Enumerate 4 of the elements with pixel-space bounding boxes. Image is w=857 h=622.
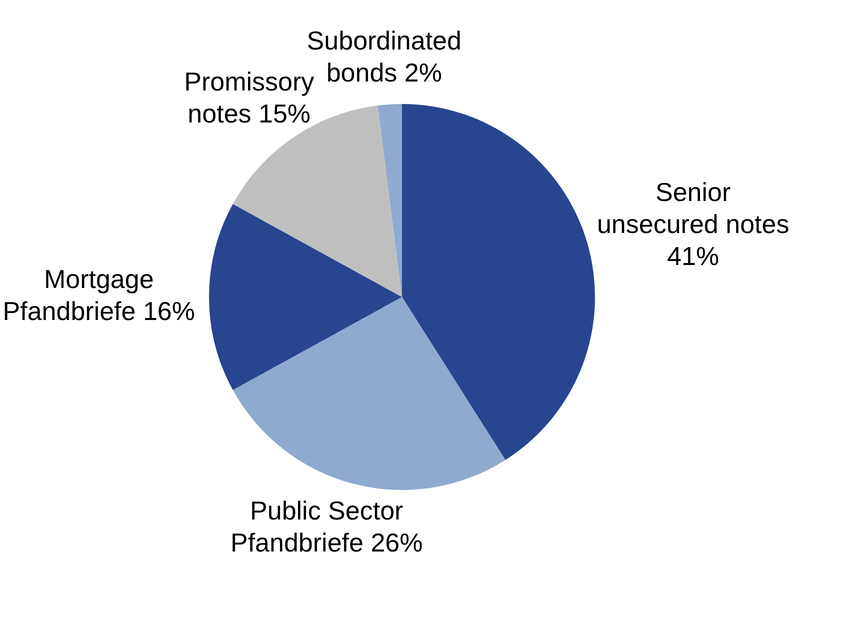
- data-label: 41%: [667, 241, 720, 272]
- slice-label: Mortgage Pfandbriefe 16%: [2, 264, 195, 326]
- slice-label: Senior unsecured notes: [596, 177, 790, 240]
- slice-label: Public Sector Pfandbriefe 26%: [230, 496, 423, 558]
